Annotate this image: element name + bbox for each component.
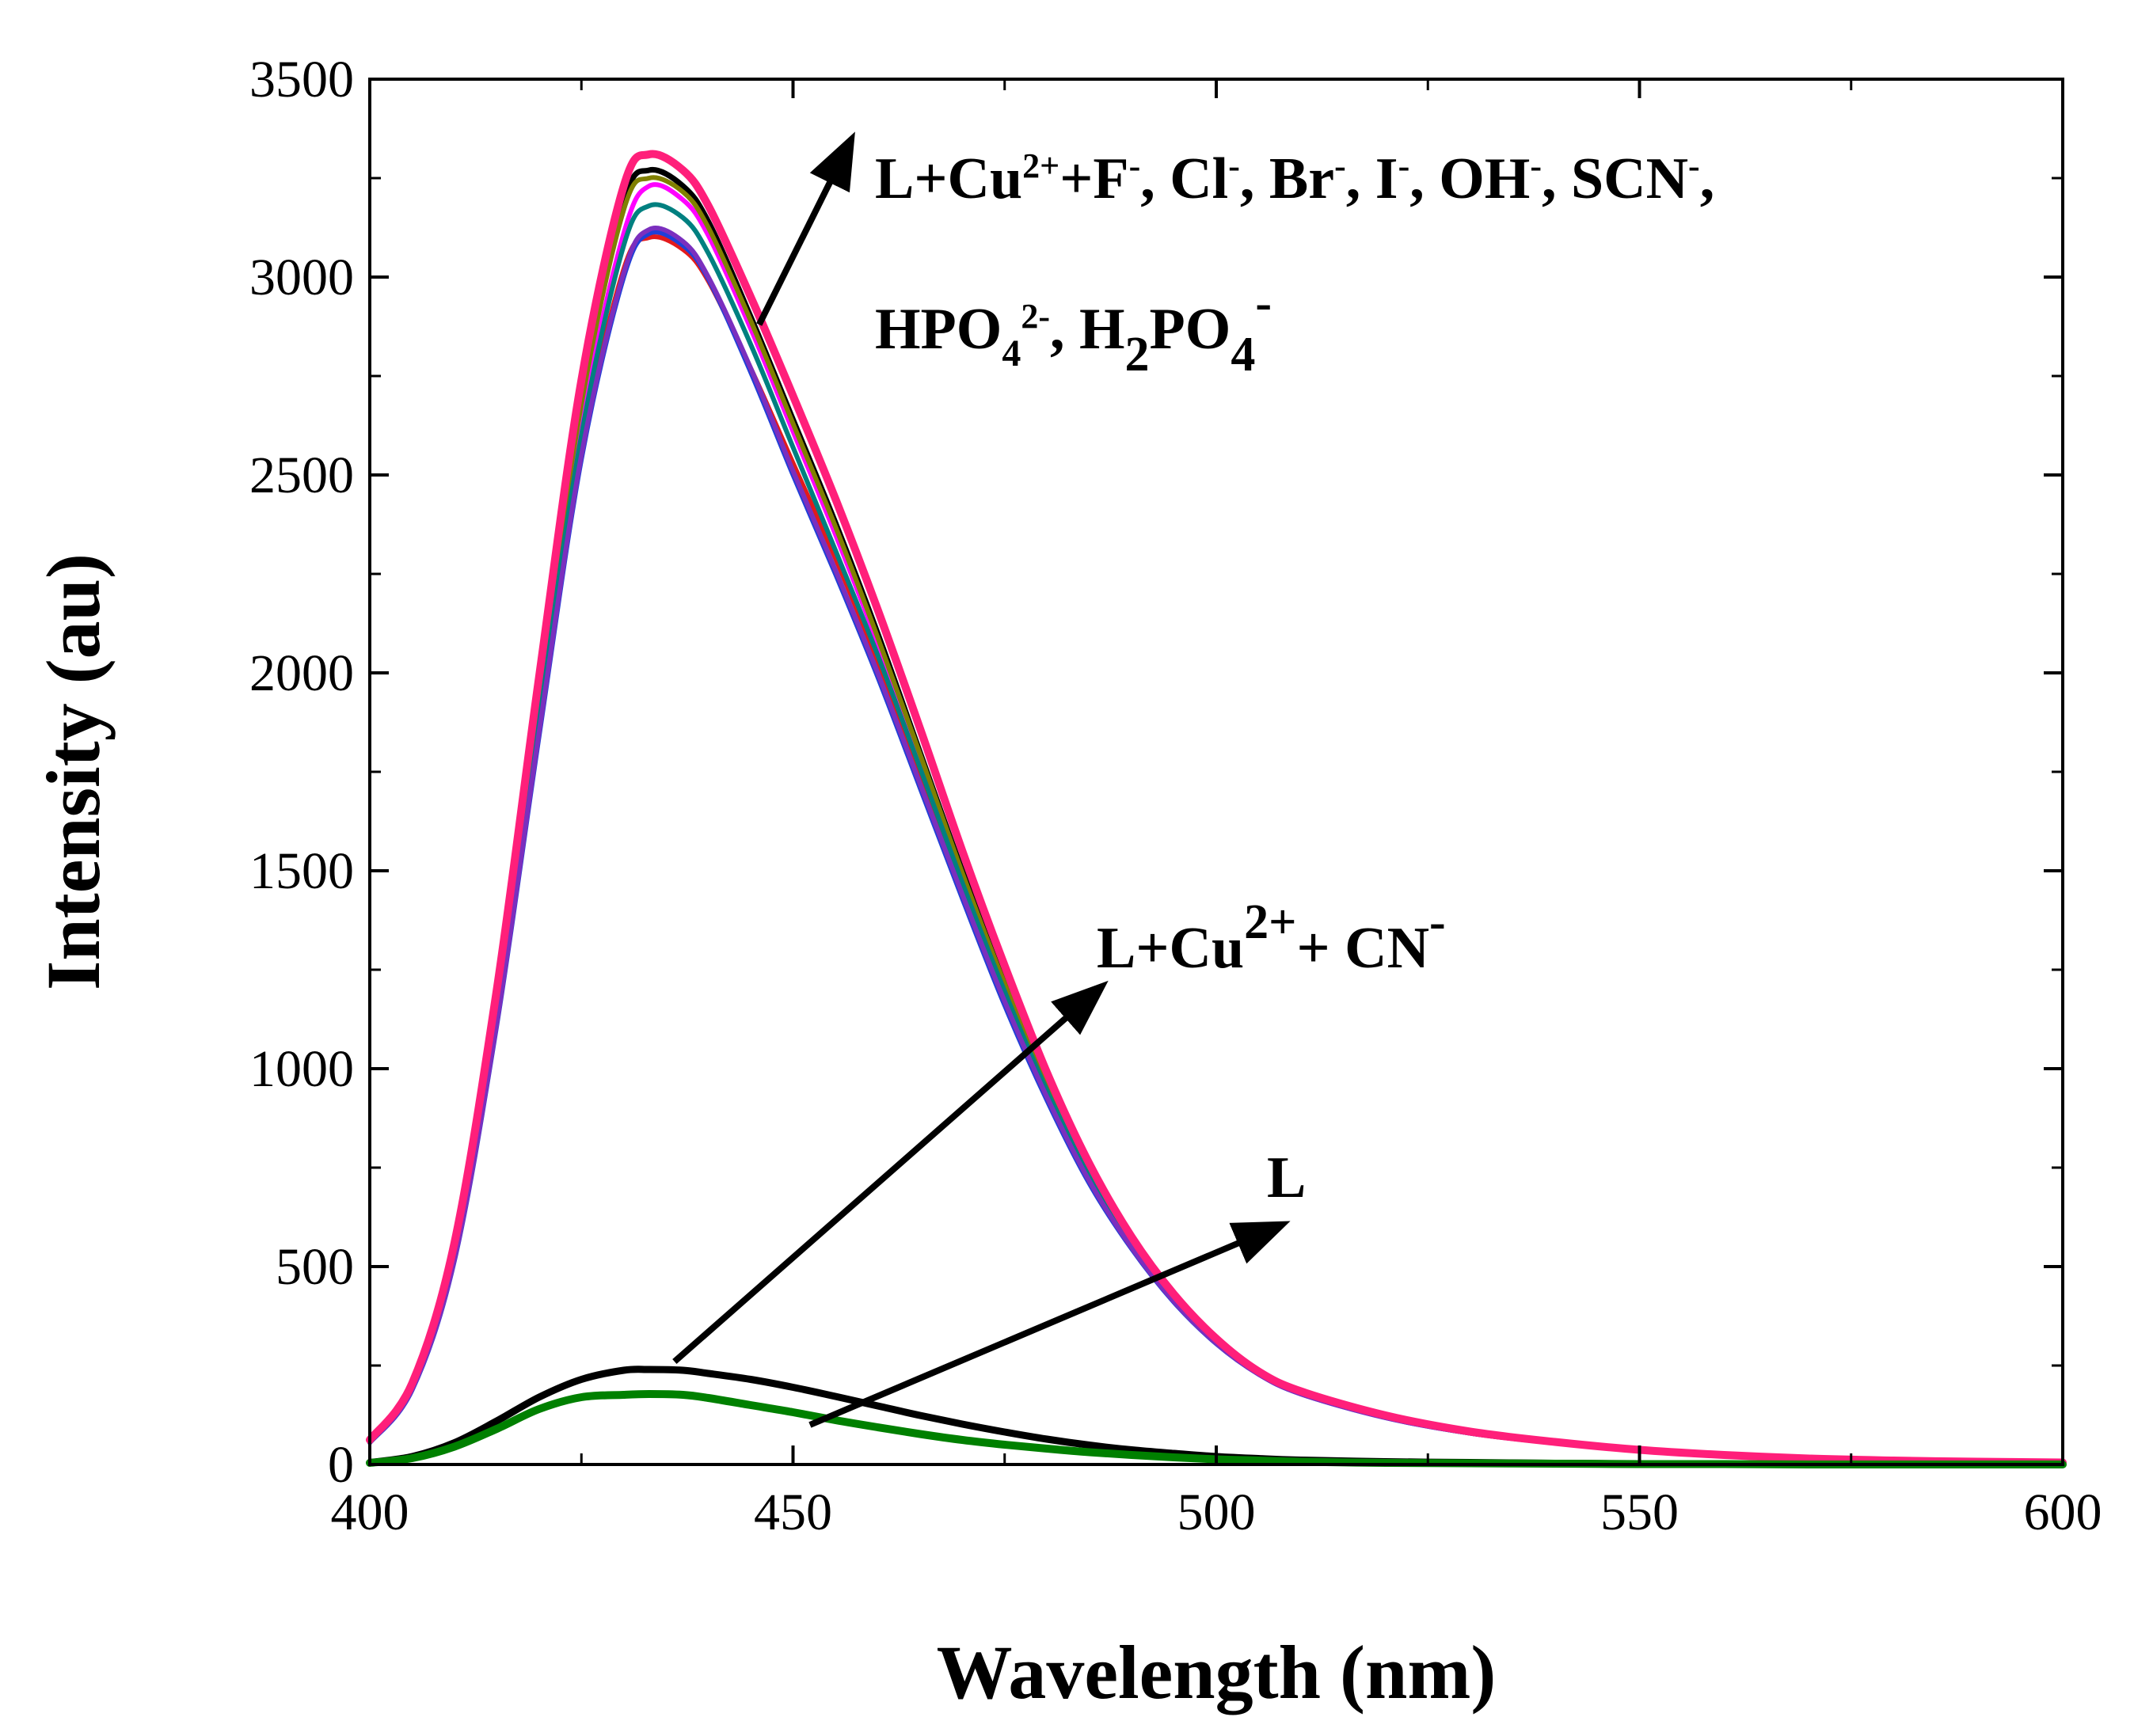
annotation-cn-part: 2+ [1244,895,1296,949]
y-tick-label: 3500 [249,51,354,108]
plot-frame [368,78,2064,1466]
series-line-6 [367,226,2065,1465]
annotation-upper: L+Cu2++F-, Cl-, Br-, I-, OH-, SCN-, [875,146,1714,211]
annotation-upper-part: - [1228,146,1240,185]
annotation-cn: L+Cu2++ CN- [1097,895,1446,981]
annotation-upper-part: 2+ [1022,146,1059,185]
x-tick-label: 500 [1177,1483,1256,1541]
annotation-upper-part: +F [1059,146,1128,211]
annotation-upper-part: , [1700,146,1715,211]
annotation-upper-line2-part: HPO [875,297,1002,362]
x-axis-title: Wavelength (nm) [937,1630,1497,1715]
annotation-l-part: L [1267,1145,1306,1210]
series-line-0 [367,166,2066,1466]
annotation-upper-line2-part: 2 [1125,328,1150,382]
annotation-layer: L+Cu2++F-, Cl-, Br-, I-, OH-, SCN-,HPO42… [672,131,1714,1428]
series-line-2 [367,230,2065,1465]
annotation-cn-part: + CN [1296,916,1429,981]
annotation-upper-part: - [1688,146,1700,185]
annotation-upper-line2-part: - [1255,276,1272,330]
annotation-upper-part: , OH [1409,146,1530,211]
series-line-3 [367,182,2065,1465]
annotation-upper-line2-part: 4 [1231,328,1255,382]
annotation-cn-part: L+Cu [1097,916,1244,981]
x-tick-label: 600 [2024,1483,2102,1541]
y-tick-label: 2000 [249,644,354,702]
y-tick-label: 3000 [249,249,354,306]
x-tick-label: 400 [331,1483,409,1541]
annotation-upper-part: - [1398,146,1410,185]
x-tick-label: 550 [1600,1483,1679,1541]
series-line-4 [367,175,2065,1465]
annotation-upper-line2-part: , H [1050,297,1125,362]
x-tick-label: 450 [754,1483,832,1541]
y-axis-title: Intensity (au) [31,553,116,990]
annotation-arrow-l [808,1221,1291,1428]
series-line-7 [366,150,2067,1467]
y-tick-label: 1500 [249,842,354,900]
axis-ticks: 400 450 500 550 600 0 500 1000 1500 2000 2500 3000 3… [249,51,2102,1541]
annotation-arrow-cn [672,980,1109,1365]
y-tick-label: 2500 [249,446,354,504]
series-line-5 [367,202,2065,1465]
annotation-upper-part: L+Cu [875,146,1022,211]
y-tick-label: 0 [328,1436,354,1494]
annotation-cn-part: - [1429,895,1446,949]
annotation-upper-part: , SCN [1542,146,1688,211]
annotation-upper-part: - [1129,146,1141,185]
y-tick-label: 1000 [249,1040,354,1098]
annotation-l: L [1267,1145,1306,1210]
series-line-1 [367,234,2065,1465]
annotation-upper-part: , Br [1240,146,1334,211]
annotation-arrow-upper [756,131,855,326]
annotation-upper-line2: HPO42-, H2PO4- [875,276,1272,382]
annotation-upper-part: , Cl [1140,146,1228,211]
annotation-upper-line2-part: 4 [1002,332,1021,374]
annotation-upper-line2-part: PO [1150,297,1231,362]
annotation-upper-part: , I [1346,146,1398,211]
annotation-upper-line2-part: 2- [1021,297,1050,336]
y-tick-label: 500 [276,1238,354,1296]
annotation-upper-part: - [1530,146,1542,185]
annotation-upper-part: - [1334,146,1346,185]
